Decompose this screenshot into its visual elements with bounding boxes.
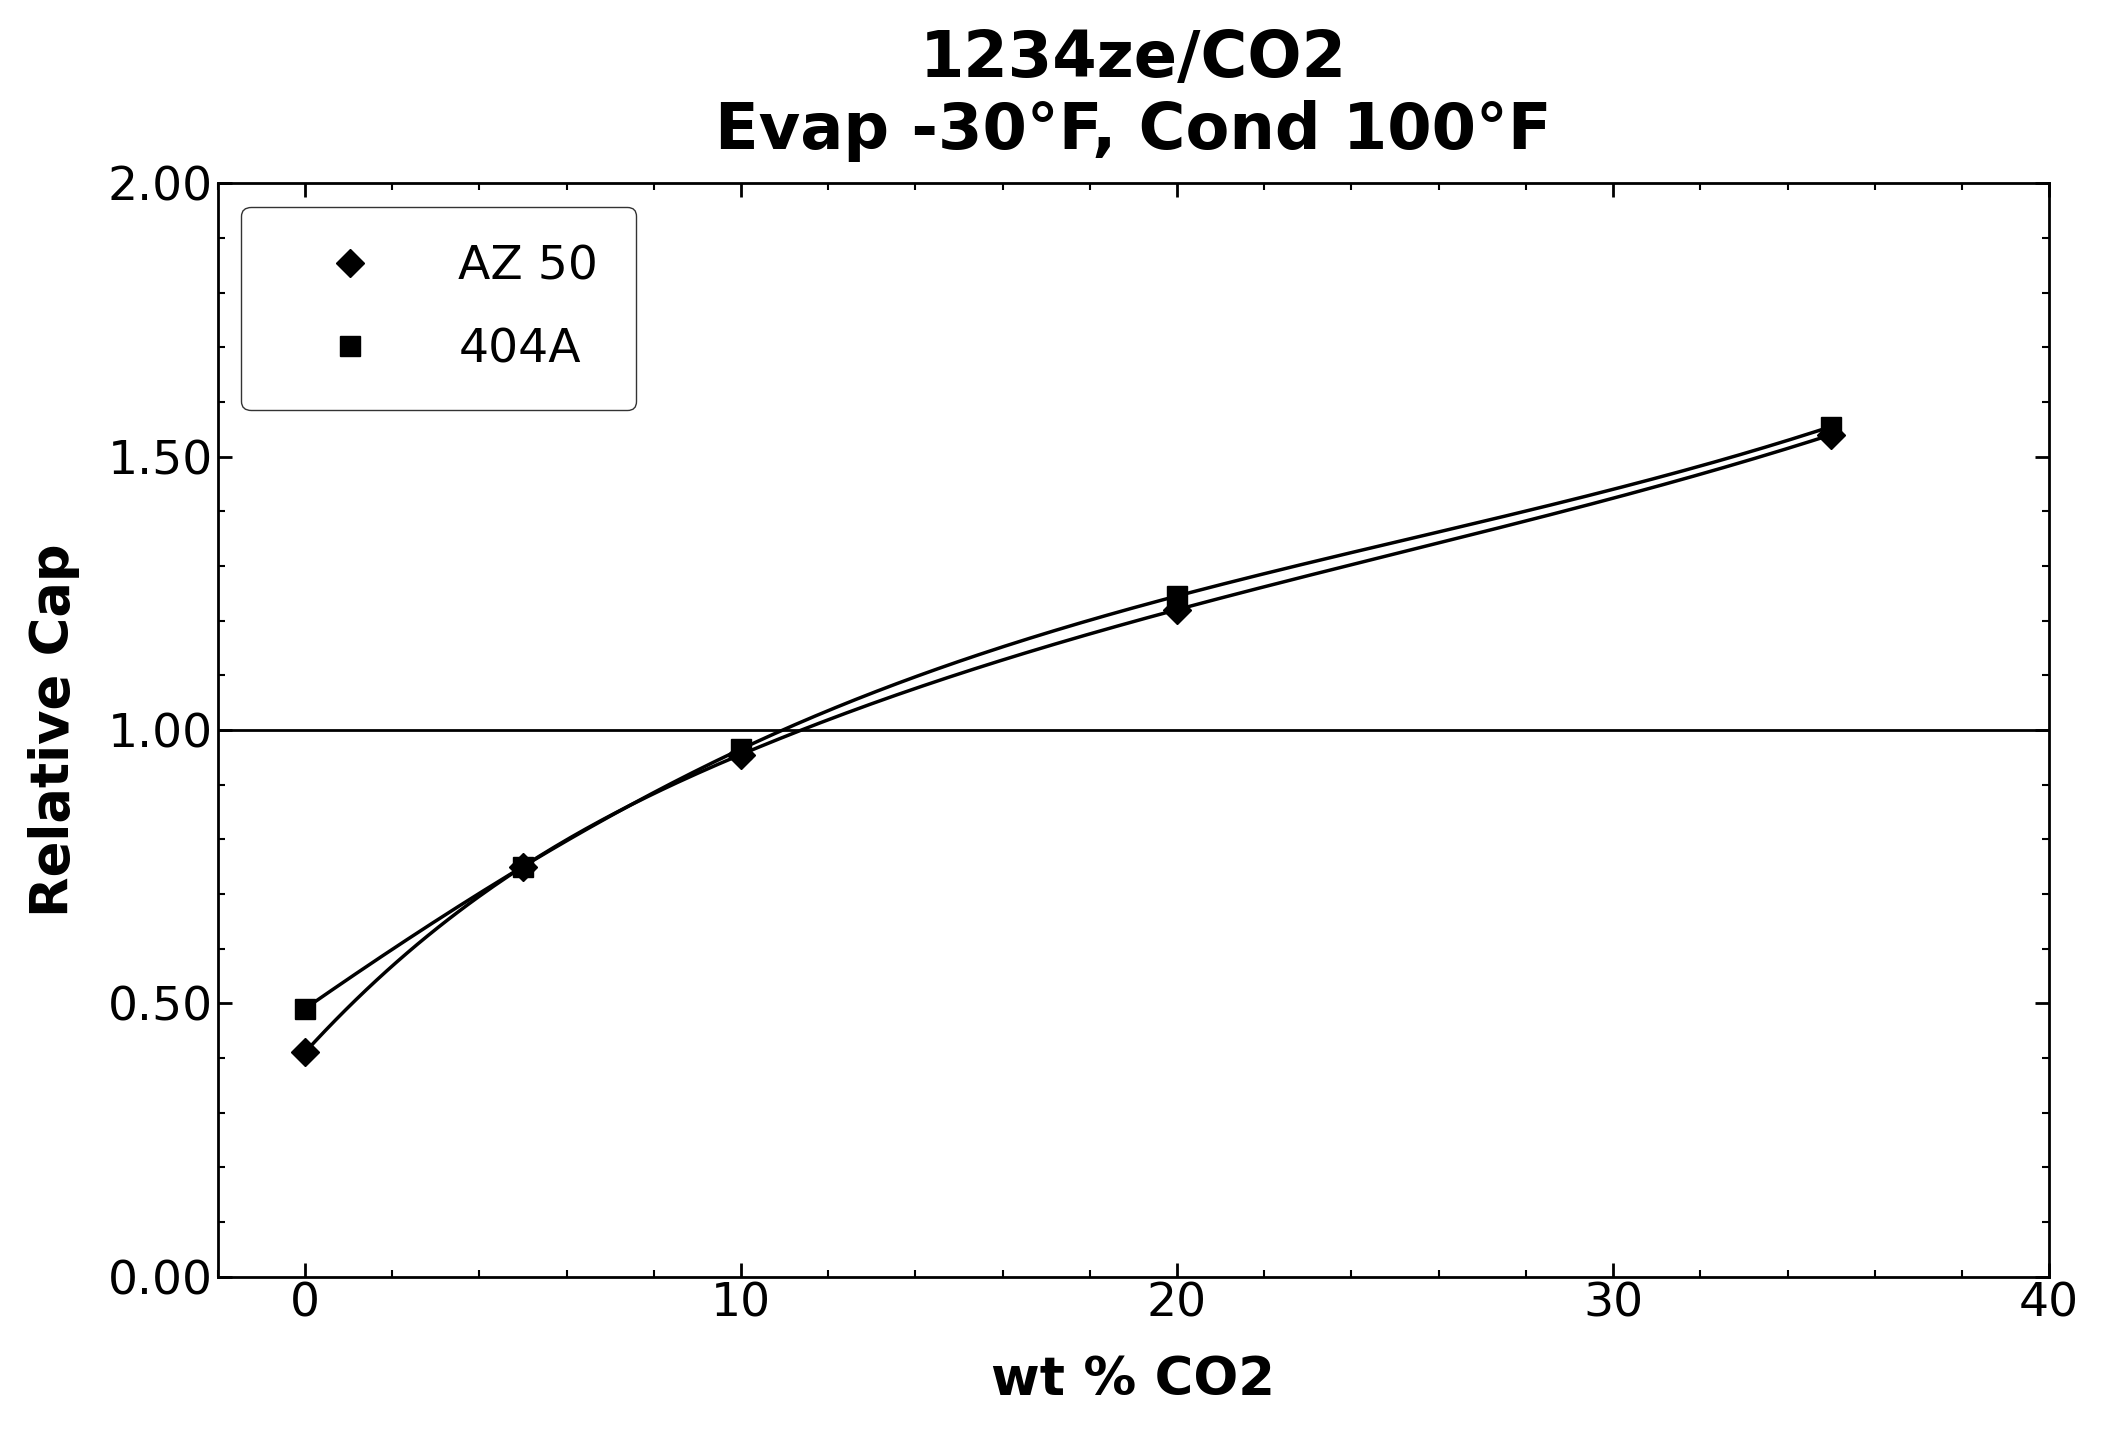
Line: 404A: 404A xyxy=(295,417,1842,1018)
AZ 50 xyxy=(510,858,535,875)
404A xyxy=(1165,588,1190,605)
404A xyxy=(293,999,318,1017)
X-axis label: wt % CO2: wt % CO2 xyxy=(992,1354,1275,1407)
404A xyxy=(510,858,535,875)
AZ 50 xyxy=(1165,601,1190,618)
404A xyxy=(1818,417,1844,435)
404A xyxy=(729,740,754,757)
AZ 50 xyxy=(1818,426,1844,443)
Title: 1234ze/CO2
Evap -30°F, Cond 100°F: 1234ze/CO2 Evap -30°F, Cond 100°F xyxy=(714,27,1551,162)
AZ 50 xyxy=(729,746,754,763)
Line: AZ 50: AZ 50 xyxy=(295,424,1842,1063)
AZ 50 xyxy=(293,1044,318,1061)
Y-axis label: Relative Cap: Relative Cap xyxy=(27,543,80,916)
Legend: AZ 50, 404A: AZ 50, 404A xyxy=(242,206,636,410)
